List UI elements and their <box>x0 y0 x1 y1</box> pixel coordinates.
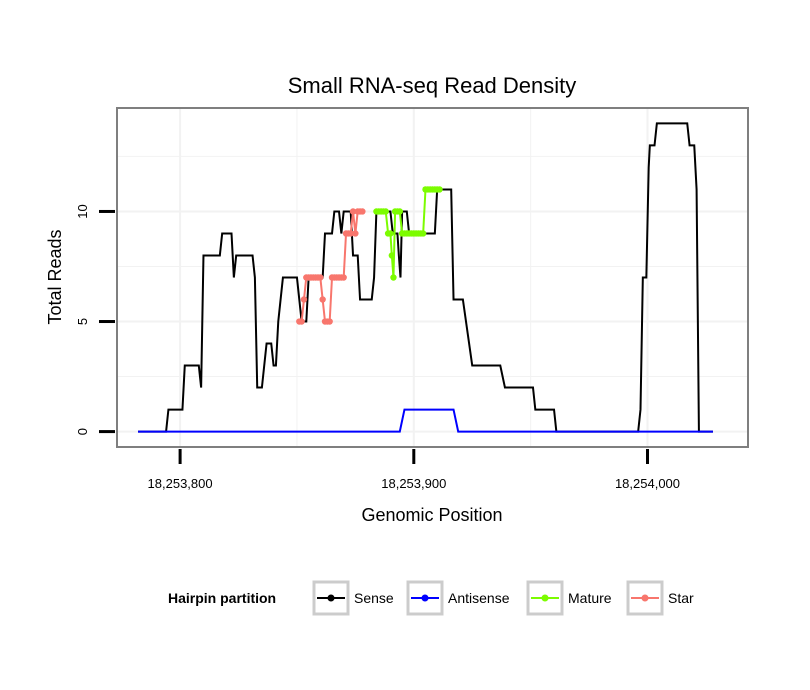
legend-item-star: Star <box>626 580 694 616</box>
legend-label-mature: Mature <box>568 590 612 606</box>
legend-marker-sense <box>327 594 335 602</box>
mature-data-point <box>387 230 394 237</box>
legend-items: Sense Antisense Mature Star <box>312 580 694 616</box>
x-axis: 18,253,800 18,253,900 18,254,000 <box>148 449 680 491</box>
plot-panel <box>116 107 749 448</box>
antisense-series-line <box>138 408 713 433</box>
legend-marker-mature <box>541 594 549 602</box>
legend-marker-antisense <box>421 594 429 602</box>
legend-item-antisense: Antisense <box>406 580 510 616</box>
star-data-point <box>359 208 366 215</box>
y-tick-label: 10 <box>75 204 90 218</box>
star-data-point <box>340 274 347 281</box>
star-data-point <box>347 230 354 237</box>
legend-label-star: Star <box>668 590 694 606</box>
mature-data-point <box>390 274 397 281</box>
chart-title: Small RNA-seq Read Density <box>288 73 577 98</box>
legend-item-sense: Sense <box>312 580 394 616</box>
star-data-point <box>349 208 357 215</box>
mature-data-point <box>388 252 396 259</box>
legend: Hairpin partition Sense Antisense Mature St… <box>168 580 694 616</box>
plot-border <box>116 107 749 448</box>
y-axis-title: Total Reads <box>45 229 65 324</box>
mature-data-point <box>396 208 403 215</box>
star-data-point <box>298 318 305 325</box>
mature-data-point <box>436 186 443 193</box>
star-data-point <box>326 318 333 325</box>
legend-item-mature: Mature <box>526 580 612 616</box>
legend-title: Hairpin partition <box>168 590 276 606</box>
x-axis-title: Genomic Position <box>361 505 502 525</box>
legend-label-sense: Sense <box>354 590 394 606</box>
plot-background <box>117 108 748 447</box>
star-data-point <box>300 296 308 303</box>
mature-data-point <box>419 230 427 237</box>
sense-series-line <box>138 122 713 433</box>
x-tick-label: 18,253,900 <box>381 476 446 491</box>
y-tick-label: 5 <box>75 318 90 325</box>
legend-marker-star <box>641 594 649 602</box>
star-data-point <box>317 274 324 281</box>
mature-data-point <box>382 208 389 215</box>
x-tick-label: 18,254,000 <box>615 476 680 491</box>
y-tick-label: 0 <box>75 428 90 435</box>
x-tick-label: 18,253,800 <box>148 476 213 491</box>
star-data-point <box>319 296 326 303</box>
star-data-point <box>352 230 359 237</box>
legend-label-antisense: Antisense <box>448 590 510 606</box>
y-axis: 0 5 10 <box>75 204 115 435</box>
series-points <box>296 186 443 325</box>
